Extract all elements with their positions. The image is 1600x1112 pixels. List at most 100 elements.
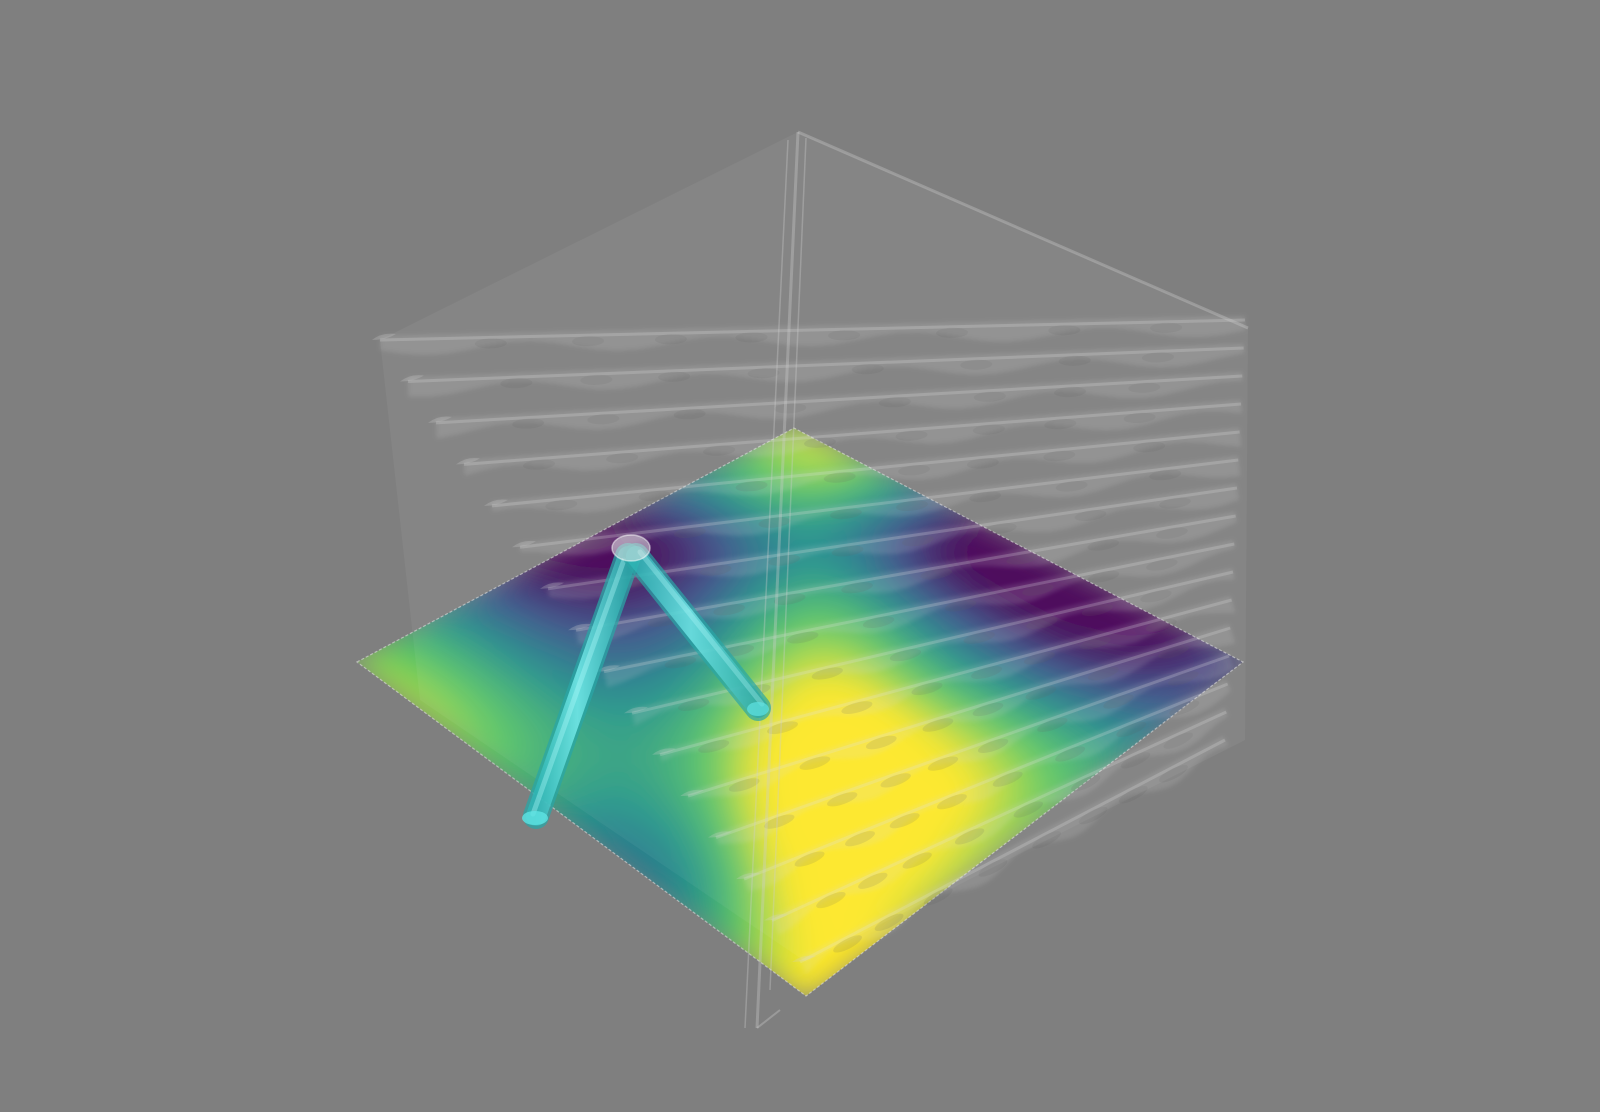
surface-band — [603, 540, 1236, 688]
surface-layer — [764, 708, 1228, 935]
surface-ripple — [833, 935, 862, 953]
surface-band — [798, 736, 1228, 975]
surface-crest — [743, 682, 1229, 881]
surface-ripple — [1158, 645, 1189, 659]
surface-ripple — [816, 892, 846, 909]
surface-ripple — [823, 472, 856, 483]
surface-tip — [624, 706, 648, 714]
surface-ripple — [895, 430, 928, 441]
surface-ripple — [972, 424, 1005, 435]
surface-band — [491, 428, 1242, 513]
surface-ripple — [523, 459, 555, 470]
surface-ripple — [1006, 553, 1039, 565]
bounding-box-outline — [744, 130, 1249, 1029]
surface-ripple — [992, 771, 1023, 787]
surface-tip — [456, 458, 480, 465]
surface-ripple — [799, 756, 831, 770]
surface-ripple — [1145, 618, 1177, 632]
surface-ripple — [1163, 732, 1193, 749]
surface-layer — [400, 344, 1244, 397]
surface-tip — [428, 416, 452, 423]
surface-crest — [379, 318, 1246, 342]
surface-ripple — [880, 773, 911, 788]
surface-ripple — [1159, 765, 1188, 783]
surface-ripple — [1058, 355, 1091, 366]
surface-tip — [400, 375, 424, 382]
surface-ripple — [677, 698, 710, 711]
surface-ripple — [902, 852, 932, 869]
surface-band — [519, 456, 1241, 556]
tube-joint-cap — [611, 534, 651, 562]
surface-layer — [512, 456, 1241, 556]
surface-ripple — [911, 682, 943, 696]
surface-band — [463, 400, 1242, 476]
surface-ripple — [654, 334, 687, 345]
surface-ripple — [1078, 806, 1108, 825]
surface-tip — [484, 499, 508, 506]
surface-ripple — [1025, 686, 1057, 700]
surface-layer — [736, 680, 1231, 891]
surface-band — [714, 652, 1234, 844]
surface-tip — [512, 540, 536, 548]
surface-ripple — [878, 397, 911, 408]
surface-ripple — [735, 480, 768, 492]
surface-ripple — [786, 631, 819, 644]
surface-ripple — [1023, 651, 1055, 665]
surface-band — [659, 596, 1236, 762]
tube-end-cap-right — [747, 702, 769, 716]
surface-ripple — [474, 338, 507, 349]
surface-ripple — [764, 814, 795, 829]
surface-ripple — [1146, 558, 1178, 571]
surface-ripple — [512, 418, 545, 429]
surface-tip — [568, 623, 592, 631]
surface-ripple — [545, 499, 578, 511]
surface-layer — [568, 512, 1237, 644]
surface-ripple — [1054, 386, 1087, 398]
surface-ripple — [896, 500, 928, 512]
tube-right — [623, 543, 771, 721]
surface-tip — [652, 748, 676, 755]
surface-ripple — [1128, 382, 1161, 393]
tube-end-cap-left — [522, 811, 548, 825]
surface-ripple — [841, 582, 873, 594]
surface-ripple — [747, 368, 780, 379]
surface-ripple — [828, 330, 861, 341]
surface-ripple — [1081, 603, 1114, 617]
surface-tip — [372, 333, 396, 340]
surface-ripple — [960, 359, 993, 370]
surface-ripple — [804, 437, 836, 448]
surface-band — [686, 624, 1236, 800]
surface-crest — [519, 458, 1239, 549]
surface-ripple — [1159, 497, 1191, 509]
surface-layer — [456, 400, 1242, 476]
surface-ripple — [830, 508, 862, 520]
surface-ripple — [972, 702, 1004, 717]
surface-ripple — [794, 851, 825, 867]
surface-ripple — [845, 831, 875, 847]
surface-ripple — [1026, 617, 1058, 630]
surface-tip — [708, 831, 732, 838]
surface-tip — [596, 665, 620, 672]
surface-ripple — [1120, 752, 1151, 769]
surface-ripple — [587, 414, 620, 425]
surface-ripple — [827, 792, 858, 807]
field-plane-outline — [355, 427, 1245, 997]
surface-ripple — [1079, 636, 1111, 650]
surface-ripple — [580, 538, 613, 550]
surface-ripple — [944, 599, 977, 612]
surface-ripple — [758, 517, 791, 528]
surface-ripple — [768, 554, 801, 566]
surface-crest — [491, 430, 1240, 508]
surface-ripple — [1055, 746, 1086, 762]
surface-ripple — [927, 756, 959, 771]
surface-ripple — [1149, 469, 1182, 481]
surface-ripple — [831, 545, 864, 557]
surface-tip — [540, 582, 564, 589]
surface-ripple — [766, 721, 799, 735]
surface-layer — [428, 372, 1243, 439]
surface-crest — [799, 738, 1226, 964]
surface-ripple — [1168, 671, 1199, 686]
surface-ripple — [1044, 418, 1077, 430]
